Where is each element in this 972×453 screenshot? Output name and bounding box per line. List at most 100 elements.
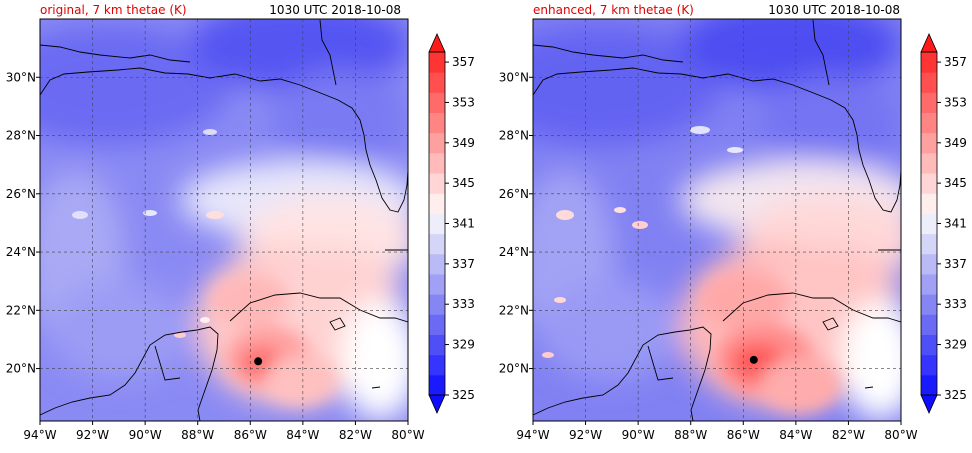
colorbar-segment [921,112,937,134]
colorbar-under-triangle [428,394,446,414]
colorbar-over-triangle [920,33,938,53]
lon-tick-label: 84°W [286,428,319,442]
colorbar-tick-label: 337 [452,257,475,271]
lon-tick-labels: 94°W 92°W 90°W 88°W 86°W 84°W 82°W 80°W [516,421,918,442]
colorbar-tick-label: 341 [944,217,967,231]
lat-tick-label: 30°N [6,70,36,84]
lat-tick-label: 20°N [6,362,36,376]
colorbar-segment [429,72,445,93]
lat-tick-labels: 20°N 22°N 24°N 26°N 28°N 30°N [6,70,40,376]
colorbar-segment [921,354,937,376]
colorbar-segment [429,294,445,315]
grid [40,19,408,421]
colorbar: 325 329 333 337 341 345 349 353 357 [428,33,475,414]
colorbar-tick-label: 345 [944,176,967,190]
panel-enhanced: enhanced, 7 km thetae (K) 1030 UTC 2018-… [499,3,967,442]
colorbar-segment [921,294,937,315]
colorbar-segment [429,213,445,235]
map-frame [39,18,409,422]
colorbar-segment [921,72,937,93]
colorbar-segment [429,112,445,134]
panel-time: 1030 UTC 2018-10-08 [768,3,900,17]
colorbar-segment [921,92,937,114]
colorbar-segment [921,273,937,295]
lon-tick-label: 80°W [884,428,917,442]
thetae-field [533,19,901,421]
colorbar-tick-label: 325 [452,388,475,402]
colorbar-segment [921,253,937,275]
lon-tick-label: 90°W [622,428,655,442]
colorbar-segment [429,92,445,114]
coastlines [533,19,901,421]
colorbar-segment [429,173,445,194]
colorbar-segment [921,132,937,154]
colorbar-tick-label: 353 [452,95,475,109]
grid [533,19,901,421]
colorbar-segment [921,173,937,194]
colorbar-segment [429,314,445,335]
colorbar-tick-label: 333 [452,297,475,311]
colorbar-segment [921,52,937,73]
lon-tick-label: 92°W [569,428,602,442]
colorbar-tick-label: 325 [944,388,967,402]
lon-tick-label: 86°W [727,428,760,442]
lon-tick-label: 88°W [181,428,214,442]
panel-title: original, 7 km thetae (K) [40,3,187,17]
storm-center-marker [749,355,758,364]
lat-tick-label: 24°N [6,245,36,259]
storm-center-marker [254,357,263,366]
colorbar-segment [429,233,445,255]
colorbar-tick-label: 329 [944,338,967,352]
lon-tick-label: 90°W [129,428,162,442]
colorbar-segment [921,314,937,335]
colorbar-segment [921,233,937,255]
colorbar-segment [429,354,445,376]
lat-tick-label: 28°N [499,129,529,143]
colorbar-tick-label: 333 [944,297,967,311]
colorbar-tick-label: 349 [452,136,475,150]
lat-tick-label: 20°N [499,362,529,376]
colorbar-tick-label: 353 [944,95,967,109]
lon-tick-label: 92°W [76,428,109,442]
thetae-field [40,19,408,421]
lon-tick-label: 84°W [779,428,812,442]
lon-tick-label: 94°W [516,428,549,442]
colorbar-segment [921,193,937,214]
panel-time: 1030 UTC 2018-10-08 [269,3,401,17]
colorbar-segment [429,374,445,396]
panel-original: original, 7 km thetae (K) 1030 UTC 2018-… [6,3,475,442]
colorbar-segment [429,152,445,174]
colorbar-tick-label: 329 [452,338,475,352]
lon-tick-labels: 94°W 92°W 90°W 88°W 86°W 84°W 82°W 80°W [23,421,425,442]
lon-tick-label: 82°W [339,428,372,442]
lat-tick-labels: 20°N 22°N 24°N 26°N 28°N 30°N [499,70,533,376]
colorbar-segment [921,152,937,174]
colorbar-tick-label: 337 [944,257,967,271]
colorbar-tick-label: 357 [944,55,967,69]
colorbar-segment [921,334,937,356]
colorbar-under-triangle [920,394,938,414]
panel-title: enhanced, 7 km thetae (K) [533,3,694,17]
lat-tick-label: 28°N [6,129,36,143]
lat-tick-label: 22°N [499,303,529,317]
colorbar-tick-label: 349 [944,136,967,150]
colorbar-over-triangle [428,33,446,53]
colorbar-segment [429,253,445,275]
colorbar-segment [429,273,445,295]
lat-tick-label: 30°N [499,70,529,84]
colorbar-segment [429,132,445,154]
lon-tick-label: 82°W [832,428,865,442]
lat-tick-label: 26°N [499,187,529,201]
map-frame [532,18,902,422]
lon-tick-label: 86°W [234,428,267,442]
colorbar-segment [429,334,445,356]
coastlines [40,19,408,421]
colorbar-segment [429,193,445,214]
lat-tick-label: 26°N [6,187,36,201]
lon-tick-label: 80°W [391,428,424,442]
colorbar-tick-label: 341 [452,217,475,231]
colorbar-tick-label: 357 [452,55,475,69]
lat-tick-label: 24°N [499,245,529,259]
lat-tick-label: 22°N [6,303,36,317]
